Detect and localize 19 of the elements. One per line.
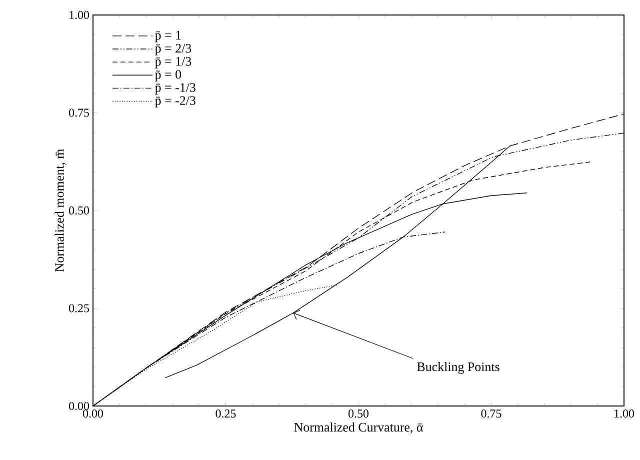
y-tick-label: 0.00 <box>69 402 90 410</box>
legend-label: p̄ = 0 <box>155 70 182 82</box>
y-tick-label: 0.25 <box>69 304 90 312</box>
legend-label: p̄ = 1 <box>155 30 181 42</box>
y-axis-title: Normalized moment, m̄ <box>54 148 66 272</box>
legend-label: p̄ = -2/3 <box>155 96 196 108</box>
y-tick-label: 0.50 <box>69 206 90 215</box>
x-tick-label: 0.50 <box>348 410 368 418</box>
y-tick-label: 0.75 <box>69 108 90 117</box>
legend-label: p̄ = -1/3 <box>155 83 196 94</box>
legend-label: p̄ = 2/3 <box>155 44 192 56</box>
y-tick-label: 1.00 <box>70 10 90 20</box>
legend-label: p̄ = 1/3 <box>155 57 192 68</box>
x-tick-label: 0.75 <box>481 410 502 418</box>
x-tick-label: 0.00 <box>82 410 103 418</box>
annotation: Buckling Points <box>417 362 500 374</box>
x-axis-title: Normalized Curvature, ᾱ <box>294 422 423 434</box>
x-tick-label: 1.00 <box>614 410 634 418</box>
x-tick-label: 0.25 <box>216 410 236 418</box>
